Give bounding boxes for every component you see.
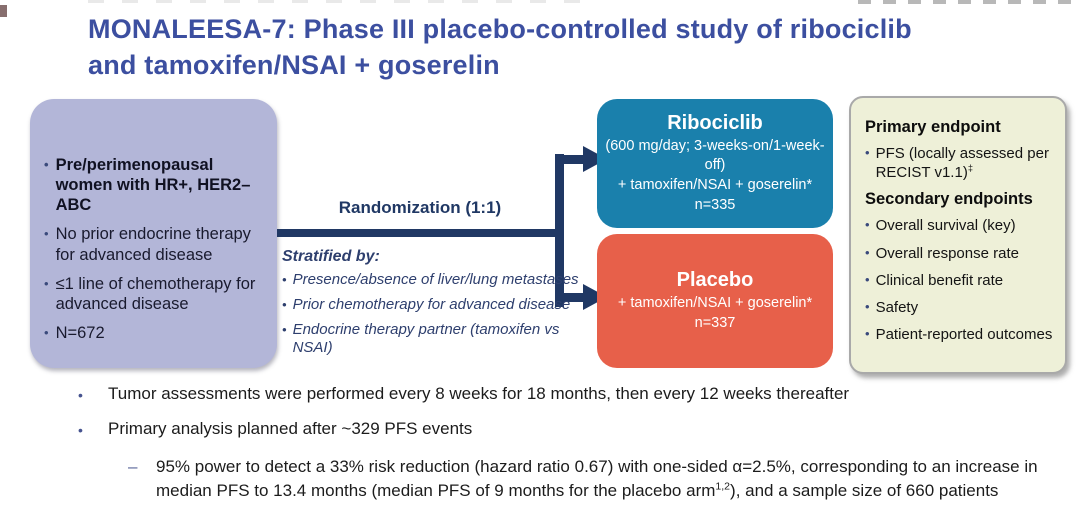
stratification-title: Stratified by:: [282, 248, 380, 265]
bullet-icon: •: [282, 272, 287, 287]
secondary-endpoint-text: Patient-reported outcomes: [875, 326, 1053, 344]
secondary-endpoint-item: • Overall survival (key): [865, 216, 1057, 235]
bullet-icon: •: [44, 324, 49, 340]
ribociclib-arm-combo: + tamoxifen/NSAI + goserelin*: [617, 177, 813, 193]
secondary-endpoint-text: Overall response rate: [875, 244, 1019, 262]
placebo-arm-title: Placebo: [676, 268, 754, 291]
primary-endpoint-item: • PFS (locally assessed per RECIST v1.1)…: [865, 144, 1057, 182]
slide-title-line2: and tamoxifen/NSAI + goserelin: [88, 49, 500, 80]
note-item: • Primary analysis planned after ~329 PF…: [0, 419, 1080, 441]
population-item: • No prior endocrine therapy for advance…: [44, 224, 265, 264]
footnote-marker: ‡: [967, 163, 973, 174]
population-item-text: ≤1 line of chemotherapy for advanced dis…: [55, 274, 256, 313]
note-sub-text: 95% power to detect a 33% risk reduction…: [156, 456, 1038, 500]
placebo-arm-box: Placebo + tamoxifen/NSAI + goserelin* n=…: [597, 234, 833, 368]
bullet-icon: •: [282, 321, 287, 337]
population-item: • ≤1 line of chemotherapy for advanced d…: [44, 274, 265, 314]
population-item: • N=672: [44, 323, 265, 343]
ribociclib-arm-n: n=335: [694, 196, 736, 213]
arrow-to-placebo: [555, 293, 583, 302]
stratification-item-text: Prior chemotherapy for advanced disease: [292, 295, 571, 313]
secondary-endpoint-item: • Clinical benefit rate: [865, 271, 1057, 290]
population-item-text: No prior endocrine therapy for advanced …: [55, 225, 251, 264]
slide-title: MONALEESA-7: Phase III placebo-controlle…: [88, 12, 1028, 83]
bullet-icon: •: [865, 217, 870, 233]
stratification-item: • Prior chemotherapy for advanced diseas…: [282, 296, 584, 315]
primary-endpoint-text: PFS (locally assessed per RECIST v1.1)‡: [875, 145, 1049, 182]
primary-endpoint-header: Primary endpoint: [865, 118, 1001, 136]
stratification-item-text: Presence/absence of liver/lung metastase…: [292, 271, 579, 288]
population-item: • Pre/perimenopausal women with HR+, HER…: [44, 155, 265, 215]
secondary-endpoint-text: Clinical benefit rate: [875, 271, 1004, 289]
stratification-item: • Endocrine therapy partner (tamoxifen v…: [282, 321, 584, 359]
bullet-icon: •: [865, 244, 870, 260]
bullet-icon: •: [865, 145, 870, 160]
fork-vertical-line: [555, 154, 564, 307]
endpoints-box: Primary endpoint • PFS (locally assessed…: [849, 96, 1067, 374]
note-item: • Tumor assessments were performed every…: [0, 384, 1080, 406]
secondary-endpoints-header: Secondary endpoints: [865, 190, 1033, 209]
bullet-icon: •: [865, 271, 870, 287]
arrow-to-ribociclib: [555, 155, 583, 164]
population-item-text: N=672: [55, 323, 105, 342]
ribociclib-arm-dose: (600 mg/day; 3-weeks-on/1-week-off): [605, 137, 825, 174]
stratification-item-text: Endocrine therapy partner (tamoxifen vs …: [292, 320, 560, 357]
bullet-icon: •: [44, 226, 49, 242]
secondary-endpoint-text: Overall survival (key): [875, 217, 1016, 235]
bullet-icon: •: [282, 296, 287, 312]
bullet-icon: •: [865, 326, 870, 342]
population-item-text: Pre/perimenopausal women with HR+, HER2–…: [55, 156, 251, 215]
slide-title-line1: MONALEESA-7: Phase III placebo-controlle…: [88, 14, 912, 44]
randomization-label: Randomization (1:1): [338, 198, 502, 217]
secondary-endpoint-text: Safety: [875, 298, 919, 316]
crop-artifact-mark: [0, 5, 7, 17]
ribociclib-arm-title: Ribociclib: [667, 111, 763, 134]
note-text: Primary analysis planned after ~329 PFS …: [108, 419, 473, 439]
note-text: Tumor assessments were performed every 8…: [108, 384, 850, 403]
crop-artifact-marks: [858, 0, 1080, 4]
crop-artifact-marks: [88, 0, 588, 3]
bullet-icon: •: [865, 298, 870, 314]
randomization-line: [277, 229, 563, 237]
stratification-block: Stratified by: • Presence/absence of liv…: [282, 248, 584, 364]
placebo-arm-combo: + tamoxifen/NSAI + goserelin*: [617, 294, 813, 311]
secondary-endpoint-item: • Patient-reported outcomes: [865, 325, 1057, 344]
bullet-icon: •: [44, 275, 49, 291]
dash-icon: –: [128, 456, 138, 476]
reference-marker: 1,2: [715, 480, 731, 493]
note-sub-item: – 95% power to detect a 33% risk reducti…: [0, 455, 1080, 503]
bullet-icon: •: [78, 387, 83, 403]
placebo-arm-n: n=337: [694, 314, 736, 331]
ribociclib-arm-box: Ribociclib (600 mg/day; 3-weeks-on/1-wee…: [597, 99, 833, 228]
bullet-icon: •: [44, 157, 49, 172]
stratification-item: • Presence/absence of liver/lung metasta…: [282, 271, 584, 290]
secondary-endpoint-item: • Overall response rate: [865, 244, 1057, 263]
notes-section: • Tumor assessments were performed every…: [0, 384, 1080, 503]
bullet-icon: •: [78, 422, 83, 439]
secondary-endpoint-item: • Safety: [865, 298, 1057, 317]
population-box: • Pre/perimenopausal women with HR+, HER…: [30, 99, 277, 368]
